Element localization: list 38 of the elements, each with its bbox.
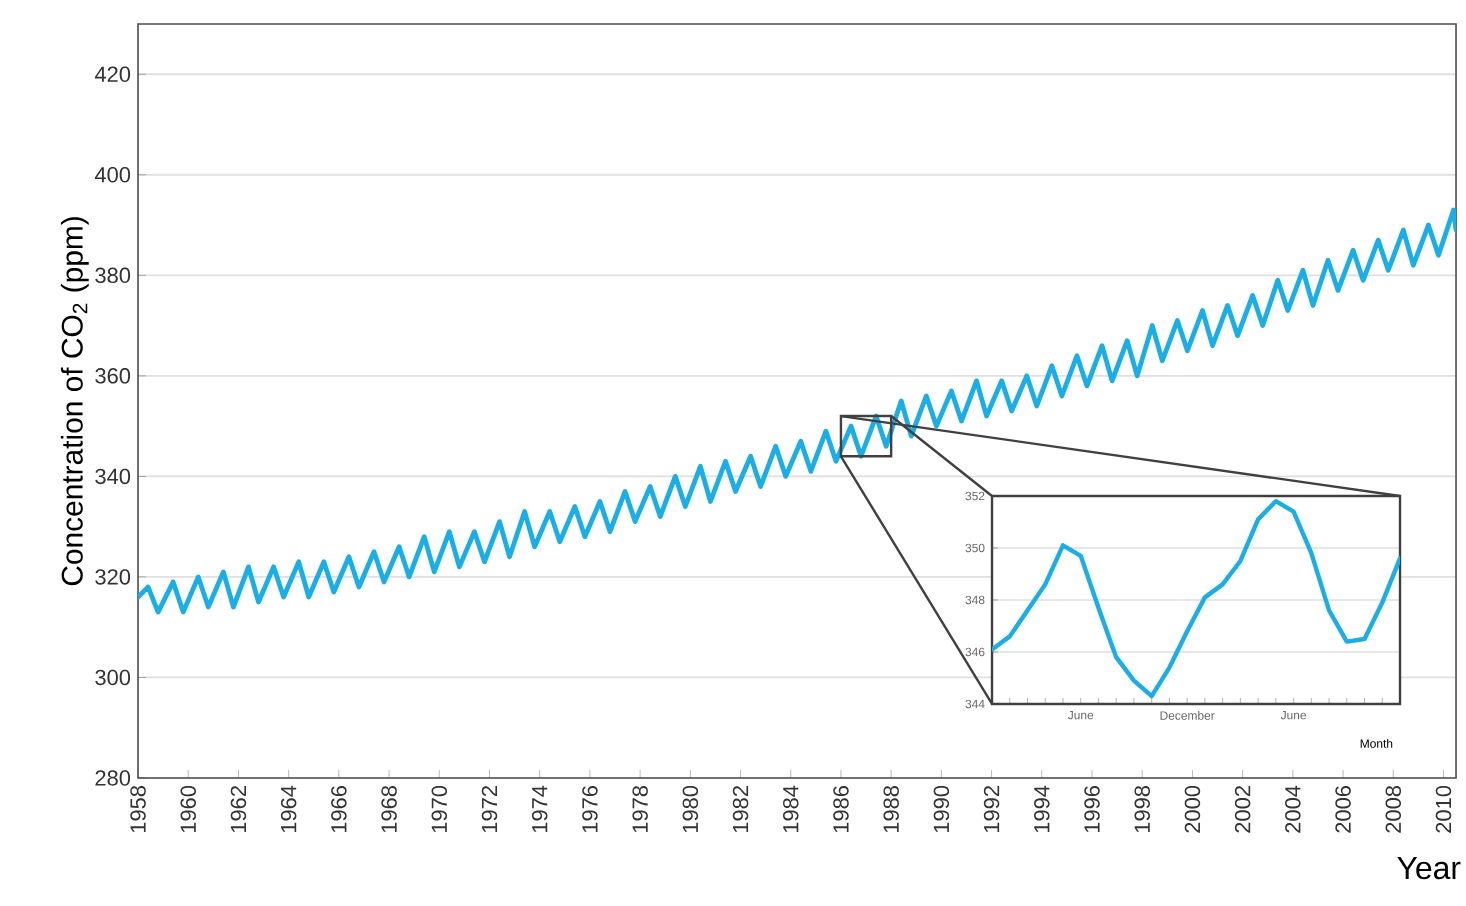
x-tick-label: 1966 xyxy=(331,785,347,833)
x-tick-label: 1980 xyxy=(682,785,699,833)
x-tick-label: 1974 xyxy=(531,785,548,833)
x-tick-label: 2002 xyxy=(1234,786,1251,833)
x-tick-label: 1970 xyxy=(431,785,448,833)
x-tick-label: 1968 xyxy=(381,785,397,833)
y-tick-label: 300 xyxy=(95,669,131,686)
x-tick-label: 1994 xyxy=(1034,785,1050,833)
x-tick-label: 1960 xyxy=(180,785,196,833)
x-axis-title: Year xyxy=(1397,857,1461,880)
y-axis-title: Concentration of CO$_{2}$ (ppm) xyxy=(60,217,89,586)
x-tick-label: 1986 xyxy=(833,785,849,833)
y-tick-label: 280 xyxy=(95,770,131,786)
x-tick-label: 1982 xyxy=(732,786,749,833)
y-tick-label: 380 xyxy=(95,267,131,284)
x-tick-label: 1998 xyxy=(1134,785,1150,833)
y-tick-label: 320 xyxy=(95,569,131,585)
x-tick-label: 1990 xyxy=(933,785,950,833)
x-tick-label: 1984 xyxy=(783,785,799,833)
x-tick-label: 1964 xyxy=(280,785,297,833)
y-tick-label: 420 xyxy=(94,66,131,82)
x-tick-label: 2004 xyxy=(1285,785,1301,833)
x-tick-label: 1996 xyxy=(1084,785,1100,833)
y-tick-label: 340 xyxy=(95,468,131,485)
y-tick-label: 400 xyxy=(94,167,131,183)
x-tick-label: 1958 xyxy=(130,785,146,833)
y-tick-label: 360 xyxy=(95,368,131,384)
x-tick-label: 2006 xyxy=(1335,785,1351,833)
x-tick-label: 2008 xyxy=(1385,785,1402,833)
x-tick-label: 1978 xyxy=(632,785,648,833)
x-tick-label: 2000 xyxy=(1184,785,1201,833)
x-tick-label: 1992 xyxy=(983,786,1000,833)
x-tick-label: 1988 xyxy=(883,785,899,833)
line-series xyxy=(138,207,1457,615)
x-tick-label: 2010 xyxy=(1435,785,1452,833)
x-tick-label: 1976 xyxy=(582,785,598,833)
x-tick-label: 1972 xyxy=(481,786,498,833)
x-tick-label: 1962 xyxy=(230,786,247,833)
